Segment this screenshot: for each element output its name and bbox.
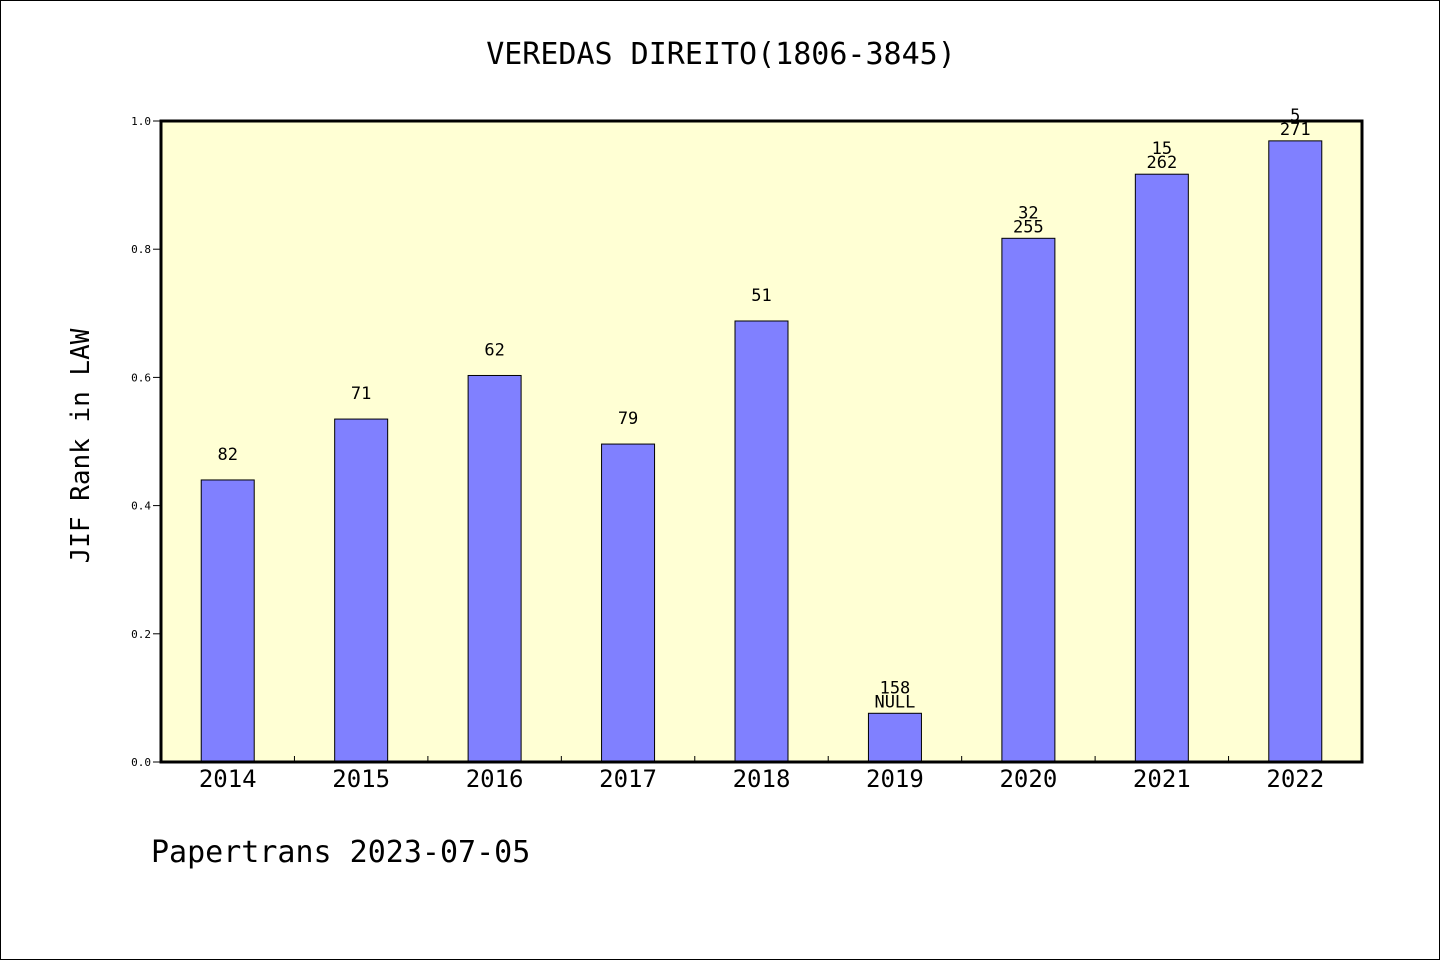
y-tick-label: 0.2 [131, 628, 151, 641]
x-tick-label-2022: 2022 [1266, 765, 1324, 793]
bar-label-bottom-2020: 255 [1013, 217, 1044, 237]
y-tick-label: 0.4 [131, 500, 151, 513]
bar-2015 [334, 418, 389, 763]
x-tick-label-2016: 2016 [466, 765, 524, 793]
bar-2021 [1134, 173, 1189, 763]
bar-label-top-2020: 32 [1018, 203, 1038, 223]
bar-2014 [200, 479, 255, 763]
x-tick-label-2021: 2021 [1133, 765, 1191, 793]
bar-2017 [601, 443, 656, 763]
bar-2018 [734, 320, 789, 763]
bar-label-top-2021: 15 [1152, 139, 1172, 159]
chart-title: VEREDAS DIREITO(1806-3845) [486, 37, 956, 72]
x-tick-label-2017: 2017 [599, 765, 657, 793]
bar-label-bottom-2021: 262 [1146, 153, 1177, 173]
bar-label-2018: 51 [751, 286, 771, 306]
x-axis: 2014 2015 2016 2017 2018 2019 2020 2021 2022 [199, 756, 1324, 793]
bar-label-top-2022: 5 [1290, 106, 1300, 126]
bar-2022 [1268, 140, 1323, 763]
footer-credit: Papertrans 2023-07-05 [151, 835, 531, 870]
x-tick-label-2015: 2015 [332, 765, 390, 793]
bar-2020 [1001, 237, 1056, 763]
y-tick-label: 1.0 [131, 115, 151, 128]
bar-label-bottom-2019: NULL [874, 692, 915, 712]
x-tick-label-2014: 2014 [199, 765, 257, 793]
bar-2016 [467, 374, 522, 763]
x-tick-label-2020: 2020 [999, 765, 1057, 793]
bar-2019 [867, 712, 922, 763]
y-tick-label: 0.8 [131, 243, 151, 256]
bar-label-2016: 62 [484, 340, 504, 360]
bar-label-2015: 71 [351, 384, 371, 404]
bar-label-top-2019: 158 [880, 678, 911, 698]
y-axis: 0.0 0.2 0.4 0.6 0.8 1.0 [131, 115, 161, 769]
bar-label-2014: 82 [217, 445, 237, 465]
x-tick-label-2018: 2018 [733, 765, 791, 793]
bar-label-bottom-2022: 271 [1280, 120, 1311, 140]
bars [200, 140, 1323, 763]
y-tick-label: 0.6 [131, 371, 151, 384]
plot-border [159, 119, 1364, 764]
x-tick-label-2019: 2019 [866, 765, 924, 793]
y-tick-label: 0.0 [131, 756, 151, 769]
bar-label-2017: 79 [618, 409, 638, 429]
